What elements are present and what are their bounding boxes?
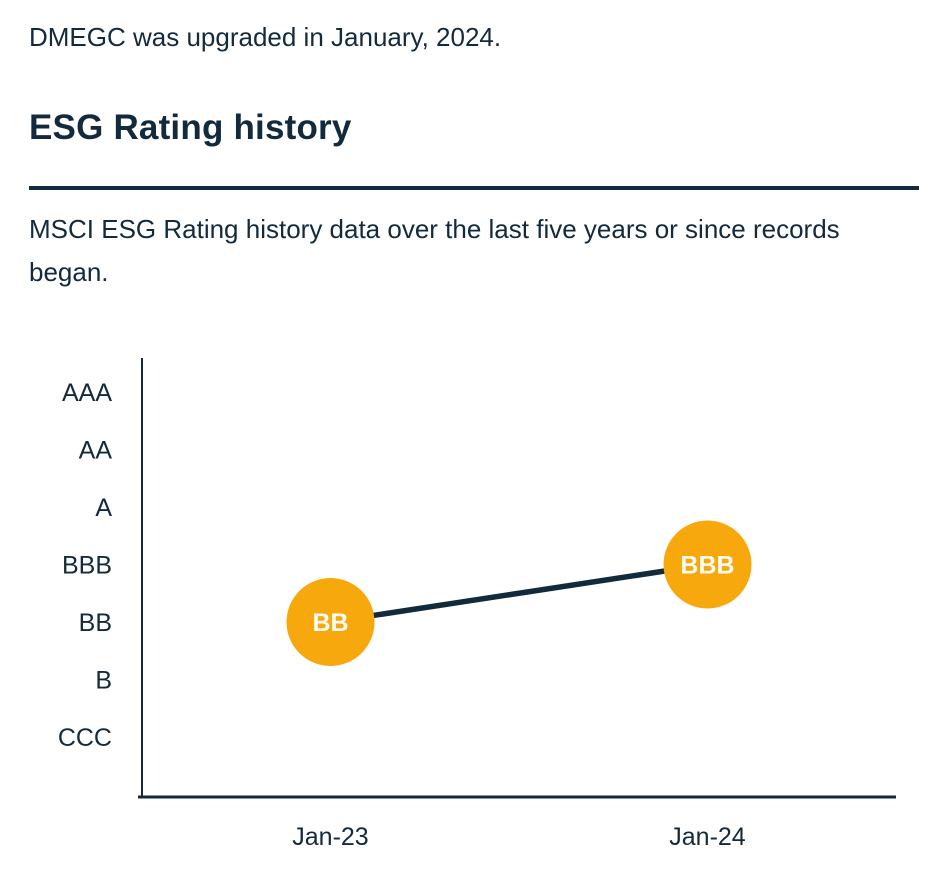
y-axis-tick-label: AA [79, 436, 113, 464]
series-line [327, 561, 711, 625]
data-point-label: BBB [680, 551, 734, 579]
y-axis-tick-label: CCC [58, 724, 112, 752]
y-axis-tick-label: A [95, 494, 112, 522]
x-axis-tick-label: Jan-24 [669, 823, 746, 851]
section-description: MSCI ESG Rating history data over the la… [29, 214, 840, 287]
rating-change-summary: DMEGC was upgraded in January, 2024. [29, 22, 502, 52]
y-axis-tick-label: BBB [62, 551, 112, 579]
y-axis-tick-label: BB [79, 609, 112, 637]
esg-rating-history-chart: AAA AA A BBB BB B CCC Jan-23 Jan-24 BB BBB [0, 353, 931, 873]
x-axis-tick-label: Jan-23 [292, 823, 368, 851]
data-point-marker [286, 578, 375, 666]
data-point-marker [663, 520, 752, 609]
y-axis-tick-label: B [95, 666, 112, 694]
section-divider [29, 186, 919, 190]
y-axis-tick-label: AAA [62, 379, 112, 407]
data-point-label: BB [312, 609, 348, 637]
page-title: ESG Rating history [29, 108, 352, 147]
